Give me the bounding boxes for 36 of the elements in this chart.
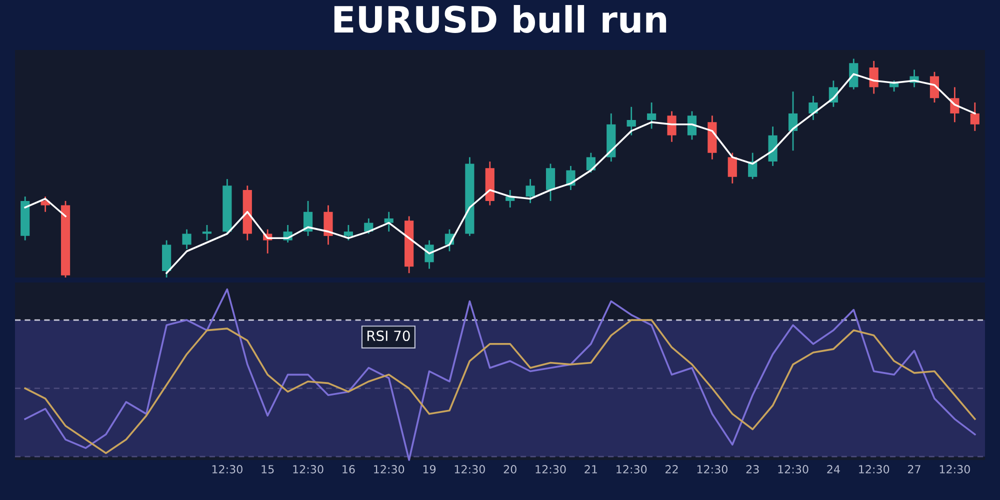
- x-tick-label: 12:30: [778, 465, 808, 474]
- x-tick-label: 12:30: [374, 465, 404, 474]
- candlestick: [384, 211, 394, 232]
- candlestick: [808, 95, 818, 121]
- candlestick: [526, 178, 535, 204]
- x-tick-label: 12:30: [536, 465, 566, 474]
- x-tick-label: 16: [342, 465, 355, 474]
- x-tick-label: 20: [504, 465, 516, 474]
- candlestick: [626, 106, 636, 136]
- candlestick: [667, 110, 676, 143]
- x-tick-label: 27: [908, 465, 920, 474]
- x-tick-label: 12:30: [616, 465, 647, 474]
- x-tick-label: 12:30: [454, 465, 485, 474]
- candlestick: [728, 152, 737, 184]
- x-tick-label: 22: [666, 465, 678, 474]
- candlestick: [687, 110, 697, 140]
- ref-line-label: RSI 70: [367, 330, 410, 342]
- x-tick-label: 12:30: [293, 465, 324, 474]
- x-tick-label: 24: [827, 465, 840, 474]
- chart-title: EURUSD bull run: [334, 5, 666, 33]
- x-tick-label: 19: [423, 465, 436, 474]
- candlestick: [344, 224, 353, 242]
- x-tick-label: 15: [262, 465, 274, 474]
- x-tick-label: 12:30: [212, 465, 242, 474]
- x-tick-label: 12:30: [697, 465, 728, 474]
- candlestick: [424, 240, 434, 270]
- candlestick: [586, 152, 596, 174]
- candlestick: [202, 224, 212, 242]
- x-tick-label: 12:30: [940, 465, 970, 474]
- candlestick: [546, 163, 556, 202]
- x-tick-label: 21: [584, 465, 597, 474]
- x-tick-label: 12:30: [859, 465, 890, 474]
- x-tick-label: 23: [746, 465, 759, 474]
- candlestick: [647, 102, 656, 130]
- candlestick: [970, 102, 980, 132]
- candlestick: [182, 228, 192, 250]
